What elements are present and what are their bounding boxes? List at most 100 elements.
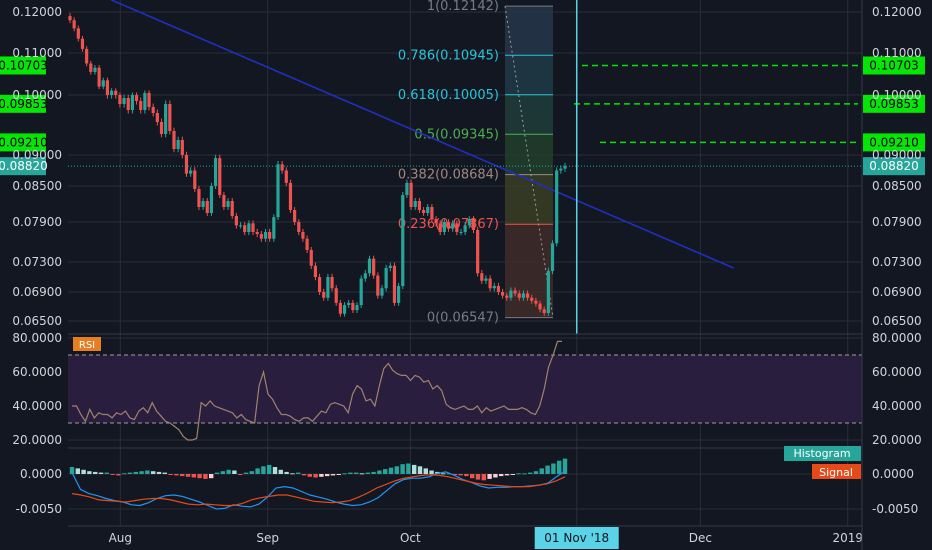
price-axis-right-label: 0.07300 (872, 255, 922, 269)
macd-histogram-bar (510, 474, 515, 475)
candle-body (317, 277, 322, 292)
rsi-legend-badge[interactable] (73, 337, 101, 351)
macd-line (71, 470, 566, 510)
price-axis-left-label: 0.07300 (12, 255, 62, 269)
macd-histogram-bar (191, 474, 196, 478)
candle-body (334, 288, 338, 303)
candle-body (93, 67, 97, 72)
candle-body (496, 286, 501, 292)
target-level-value-right: 0.09853 (869, 97, 919, 111)
rsi-axis-right-label: 60.0000 (872, 365, 922, 379)
target-level-value-left: 0.10703 (0, 58, 48, 72)
time-axis-label: Dec (689, 531, 712, 545)
candle-body (201, 201, 205, 207)
target-level-badge-right (863, 56, 925, 75)
candle-body (272, 217, 276, 239)
candle-body (476, 230, 480, 274)
fib-level-label: 0(0.06547) (427, 311, 499, 326)
macd-histogram-bar (272, 467, 278, 474)
macd-histogram-bar (116, 474, 121, 476)
candle-body (438, 223, 442, 232)
current-price-value-right: 0.08820 (869, 159, 919, 173)
rsi-axis-left-label: 20.0000 (12, 433, 62, 447)
macd-histogram-bar (429, 470, 434, 474)
macd-histogram-bar (539, 468, 544, 474)
macd-histogram-bar (533, 471, 539, 474)
signal-legend-badge[interactable] (812, 464, 861, 479)
macd-histogram-bar (394, 466, 399, 474)
trendline[interactable] (110, 0, 734, 269)
candle-body (118, 95, 122, 104)
macd-histogram-bar (412, 464, 417, 474)
time-axis-label: Oct (400, 531, 421, 545)
candle-body (384, 268, 388, 289)
price-axis-right-label: 0.11000 (872, 46, 922, 60)
macd-histogram-bar (493, 474, 498, 478)
candle-body (230, 201, 234, 216)
macd-histogram-bar (284, 471, 289, 474)
current-price-value-left: 0.08820 (0, 159, 48, 173)
candle-body (238, 225, 243, 227)
candle-body (380, 288, 384, 296)
candle-body (105, 80, 110, 95)
candle-body (359, 278, 363, 306)
candle-body (530, 297, 534, 301)
candle-body (505, 295, 509, 298)
rsi-line (72, 340, 562, 441)
candle-body (189, 170, 193, 174)
macd-histogram-bar (545, 465, 550, 474)
candle-body (550, 243, 555, 271)
rsi-band-fill (68, 355, 862, 423)
descending-trendline (110, 0, 734, 269)
fib-level-label: 0.786(0.10945) (398, 48, 499, 63)
fib-zone (505, 94, 553, 135)
candle-body (247, 223, 251, 232)
macd-histogram-bar (75, 468, 80, 474)
target-level-value-right: 0.09210 (869, 135, 919, 149)
candle-body (276, 164, 280, 218)
target-level-lines[interactable]: 0.10703 0.10703 0.09853 0.09853 0.09210 0.092… (0, 56, 925, 176)
macd-histogram-bar (330, 474, 336, 476)
candle-body (517, 293, 521, 298)
candle-body (80, 38, 85, 49)
macd-histogram-bar (214, 472, 220, 474)
candle-body (76, 28, 80, 39)
price-axis-left-label: 0.08500 (12, 179, 62, 193)
candle-body (268, 232, 272, 239)
fibonacci-retracement[interactable]: 1(0.12142) 0.786(0.10945) 0.618(0.10005) 0.… (398, 0, 554, 326)
candle-body (234, 216, 238, 226)
target-level-badge-left (0, 56, 46, 75)
macd-histogram-bar (406, 463, 411, 474)
price-axis-right-label: 0.06900 (872, 285, 922, 299)
macd-histogram-bar (325, 474, 330, 477)
candle-body (168, 104, 172, 131)
candle-body (147, 92, 151, 107)
macd-histogram-bar (98, 472, 104, 474)
candle-body (197, 189, 201, 207)
rsi-legend-label: RSI (79, 340, 95, 351)
candle-body (209, 186, 214, 213)
candle-body (180, 140, 184, 155)
signal-legend-label: Signal (819, 466, 853, 479)
price-axis-left-label: 0.10000 (12, 88, 62, 102)
histogram-legend-badge[interactable] (784, 446, 861, 461)
candle-body (97, 67, 101, 87)
candle-body (309, 250, 313, 266)
price-axis-right-label: 0.06500 (872, 314, 922, 328)
price-axis-left-label: 0.09000 (12, 148, 62, 162)
current-date-badge (534, 527, 619, 549)
candle-body (409, 182, 413, 207)
candle-body (109, 90, 114, 95)
macd-histogram-bar (383, 469, 388, 474)
macd-histogram-bar (168, 474, 173, 475)
candle-body (434, 219, 438, 224)
candle-body (405, 182, 409, 195)
candle-body (326, 277, 330, 298)
price-axis-right-label: 0.10000 (872, 88, 922, 102)
fib-zone (505, 174, 553, 225)
macd-histogram-bar (278, 469, 283, 474)
macd-histogram-bar (557, 460, 562, 474)
macd-histogram-bar (417, 466, 423, 474)
candle-body (313, 265, 318, 277)
